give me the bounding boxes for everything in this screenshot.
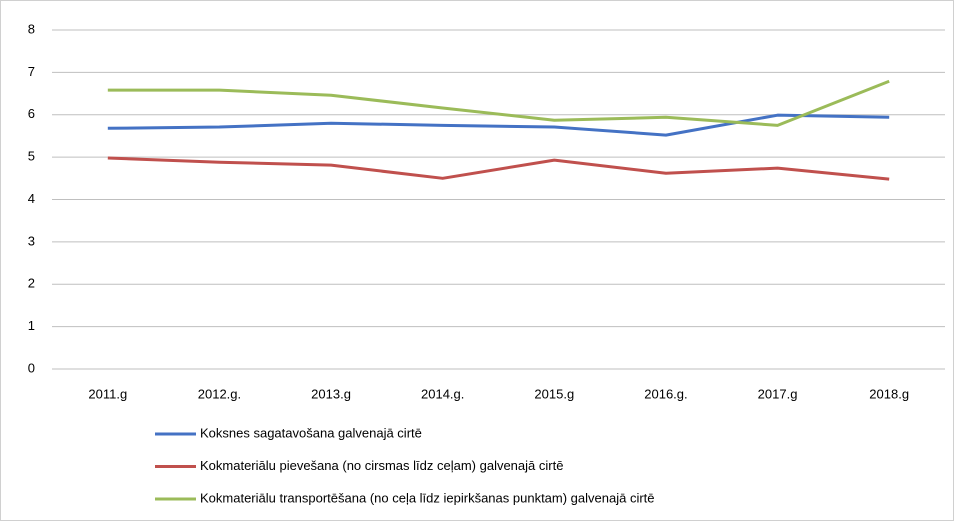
x-tick-label: 2016.g. [644, 386, 687, 401]
y-tick-label: 3 [28, 233, 35, 248]
x-tick-label: 2013.g [311, 386, 351, 401]
x-tick-label: 2015.g [534, 386, 574, 401]
legend-label: Koksnes sagatavošana galvenajā cirtē [200, 425, 422, 440]
y-tick-label: 7 [28, 64, 35, 79]
series-line [107, 113, 890, 137]
y-tick-label: 1 [28, 318, 35, 333]
y-tick-label: 5 [28, 149, 35, 164]
y-tick-label: 0 [28, 360, 35, 375]
x-tick-label: 2011.g [88, 386, 127, 401]
y-tick-label: 6 [28, 106, 35, 121]
x-tick-label: 2012.g. [198, 386, 241, 401]
x-tick-label: 2017.g [758, 386, 798, 401]
x-tick-label: 2018.g [869, 386, 909, 401]
series-line [107, 79, 890, 127]
y-tick-label: 2 [28, 276, 35, 291]
y-tick-label: 8 [28, 21, 35, 36]
y-tick-label: 4 [28, 191, 35, 206]
series-line [107, 156, 890, 181]
legend-label: Kokmateriālu pievešana (no cirsmas līdz … [200, 458, 563, 473]
x-tick-label: 2014.g. [421, 386, 464, 401]
legend-label: Kokmateriālu transportēšana (no ceļa līd… [200, 490, 655, 505]
